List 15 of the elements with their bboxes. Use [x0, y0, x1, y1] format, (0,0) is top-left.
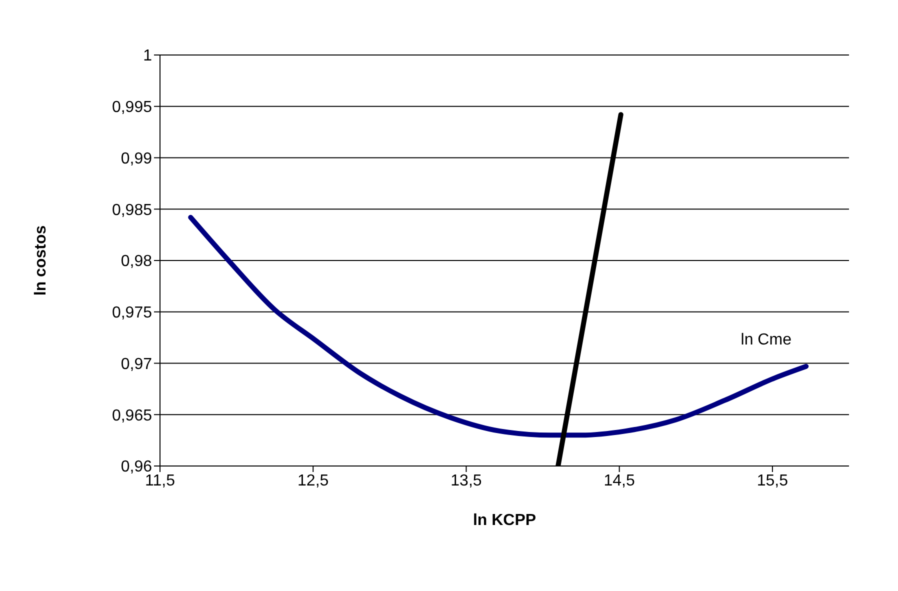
y-tick-label: 0,99 — [120, 150, 152, 168]
y-axis-title: ln costos — [32, 225, 50, 296]
y-tick-label: 0,995 — [112, 99, 152, 116]
y-tick-label: 1 — [143, 48, 152, 65]
y-tick-label: 0,985 — [112, 202, 152, 219]
y-tick-label: 0,97 — [120, 356, 152, 373]
x-tick-label: 13,5 — [450, 472, 482, 490]
x-tick-label: 15,5 — [756, 472, 788, 490]
y-tick-label: 0,975 — [112, 304, 152, 322]
x-axis-title: ln KCPP — [472, 512, 536, 529]
x-tick-label: 14,5 — [604, 472, 636, 490]
series-label: ln Cme — [740, 331, 792, 348]
x-tick-label: 12,5 — [298, 472, 329, 490]
y-tick-label: 0,965 — [112, 407, 152, 424]
y-tick-label: 0,98 — [120, 253, 152, 270]
